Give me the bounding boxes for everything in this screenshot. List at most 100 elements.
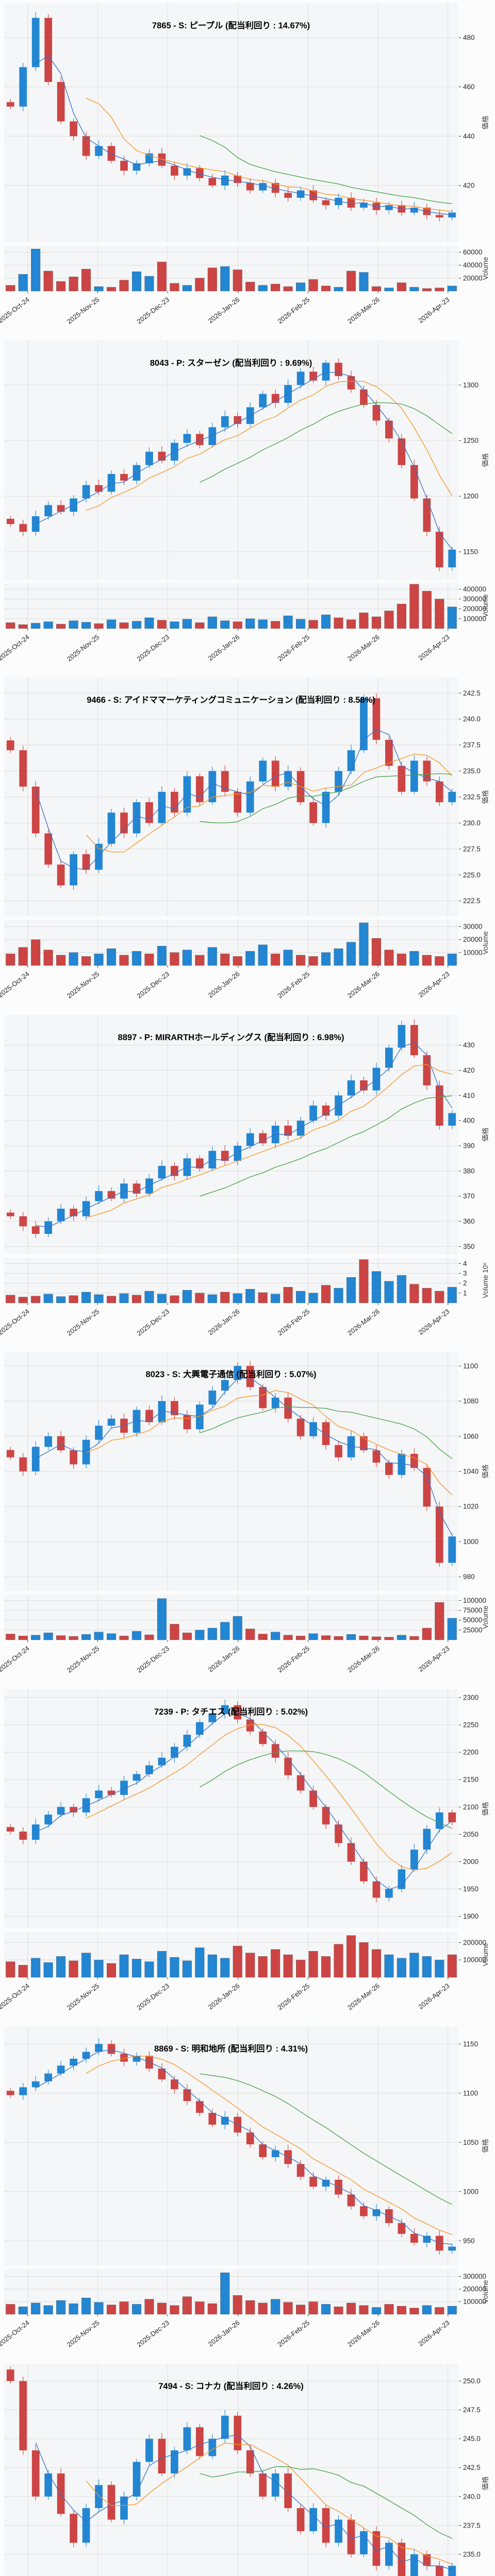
- volume-bar: [207, 616, 217, 629]
- volume-bar: [422, 1287, 432, 1303]
- price-tick-label: 1100: [463, 1362, 478, 1370]
- volume-bar: [258, 1292, 268, 1303]
- price-tick-label: 235.0: [463, 2550, 481, 2558]
- candle-body: [171, 165, 178, 176]
- candle-body: [309, 2507, 317, 2531]
- candle-body: [95, 1426, 103, 1440]
- candle-body: [259, 2144, 267, 2157]
- candle-body: [347, 197, 355, 208]
- ma-mid-line: [86, 753, 453, 853]
- candle-body: [347, 1080, 355, 1095]
- volume-bar: [94, 286, 104, 292]
- volume-bar: [81, 621, 91, 629]
- candle-body: [95, 2044, 103, 2052]
- volume-bar: [384, 287, 394, 292]
- candle-body: [259, 760, 267, 782]
- candlestick-plot: 1900 1950 2000 2050 2100 2150 2200 2250 2300 1000…: [0, 1689, 489, 2011]
- volume-axis-label: Volume: [482, 1943, 489, 1966]
- volume-bar: [31, 249, 41, 292]
- volume-bar: [220, 1292, 230, 1303]
- x-tick-label: 2026-Jan-26: [207, 1307, 241, 1336]
- volume-bar: [220, 954, 230, 966]
- candle-body: [309, 2177, 317, 2187]
- stock-chart-6: 7239 - P: タチエス (配当利回り : 5.02%) 1900 1950 2…: [0, 1686, 495, 2023]
- candle-body: [120, 473, 128, 481]
- volume-bar: [409, 1636, 419, 1640]
- x-tick-label: 2025-Dec-23: [136, 296, 171, 326]
- candle-body: [6, 2369, 14, 2381]
- volume-bar: [321, 1635, 331, 1640]
- candlestick-plot: 420 440 460 480 20000 40000 60000 2025-Oct-24 20…: [0, 3, 489, 326]
- candle-body: [221, 175, 229, 185]
- candle-body: [195, 433, 204, 445]
- candlestick-plot: 350 360 370 380 390 400 410 420 430 1 2 3 4 2025-Oct-…: [0, 1014, 489, 1337]
- candle-body: [284, 1125, 292, 1136]
- volume-bar: [334, 617, 343, 629]
- candle-body: [158, 2069, 166, 2080]
- x-tick-label: 2026-Mar-26: [346, 633, 381, 663]
- volume-bar: [31, 1958, 41, 1977]
- volume-axis-label: Volume 10⁶: [482, 1262, 489, 1298]
- price-tick-label: 245.0: [463, 2435, 481, 2443]
- volume-bar: [384, 1954, 394, 1977]
- price-panel: [4, 3, 458, 242]
- candle-body: [322, 1422, 330, 1445]
- volume-bar: [157, 620, 167, 629]
- price-tick-label: 225.0: [463, 871, 481, 879]
- candle-body: [296, 1775, 305, 1790]
- volume-tick-label: 200000: [463, 1938, 486, 1946]
- volume-bars: [6, 1935, 457, 1977]
- price-tick-label: 1000: [463, 1538, 478, 1546]
- candlestick-plot: 1150 1200 1250 1300 100000 200000 300000 400000…: [0, 340, 489, 663]
- candle-body: [335, 2519, 342, 2543]
- volume-tick-label: 300000: [463, 2273, 486, 2280]
- volume-bar: [435, 956, 444, 966]
- volume-tick-label: 400000: [463, 585, 486, 592]
- candle-body: [360, 1861, 368, 1882]
- volume-bar: [245, 2300, 255, 2315]
- volume-bar: [182, 285, 192, 292]
- volume-bar: [271, 1949, 280, 1977]
- volume-bar: [207, 1628, 217, 1640]
- x-tick-label: 2026-Feb-25: [276, 970, 311, 1000]
- volume-bar: [321, 1284, 331, 1303]
- volume-bar: [131, 1958, 141, 1977]
- price-tick-label: 1150: [463, 2040, 478, 2048]
- price-tick-label: 230.0: [463, 819, 481, 827]
- candle-body: [271, 1125, 279, 1143]
- candle-body: [221, 1705, 229, 1714]
- candle-body: [271, 183, 279, 193]
- price-tick-label: 232.5: [463, 793, 481, 801]
- x-tick-label: 2025-Nov-25: [65, 1307, 101, 1337]
- price-tick-label: 240.0: [463, 2493, 481, 2500]
- candle-body: [385, 1462, 393, 1475]
- volume-panel: [4, 583, 458, 629]
- volume-bars: [6, 249, 457, 292]
- volume-bar: [6, 622, 15, 629]
- candle-body: [19, 2087, 27, 2095]
- candle-body: [246, 1133, 254, 1146]
- candle-body: [234, 2415, 242, 2450]
- candle-body: [347, 376, 355, 389]
- ma-short-line: [36, 1042, 453, 1228]
- candle-body: [296, 1418, 305, 1436]
- price-tick-label: 1900: [463, 1912, 478, 1920]
- volume-bar: [233, 621, 242, 629]
- candle-body: [171, 2450, 178, 2473]
- volume-bar: [107, 1295, 117, 1303]
- volume-bar: [283, 1286, 293, 1303]
- x-tick-label: 2025-Nov-25: [65, 1645, 101, 1674]
- candle-body: [259, 1387, 267, 1409]
- volume-tick-label: 20000: [463, 274, 483, 282]
- candle-body: [335, 1445, 342, 1458]
- candle-body: [347, 2519, 355, 2554]
- volume-bar: [131, 620, 141, 629]
- x-tick-label: 2026-Mar-26: [346, 1645, 381, 1674]
- candle-body: [435, 215, 443, 218]
- volume-bar: [409, 1952, 419, 1977]
- volume-bar: [321, 952, 331, 966]
- candle-body: [57, 1806, 65, 1815]
- volume-bar: [207, 267, 217, 292]
- volume-bar: [271, 954, 280, 966]
- candles: [6, 1019, 456, 1238]
